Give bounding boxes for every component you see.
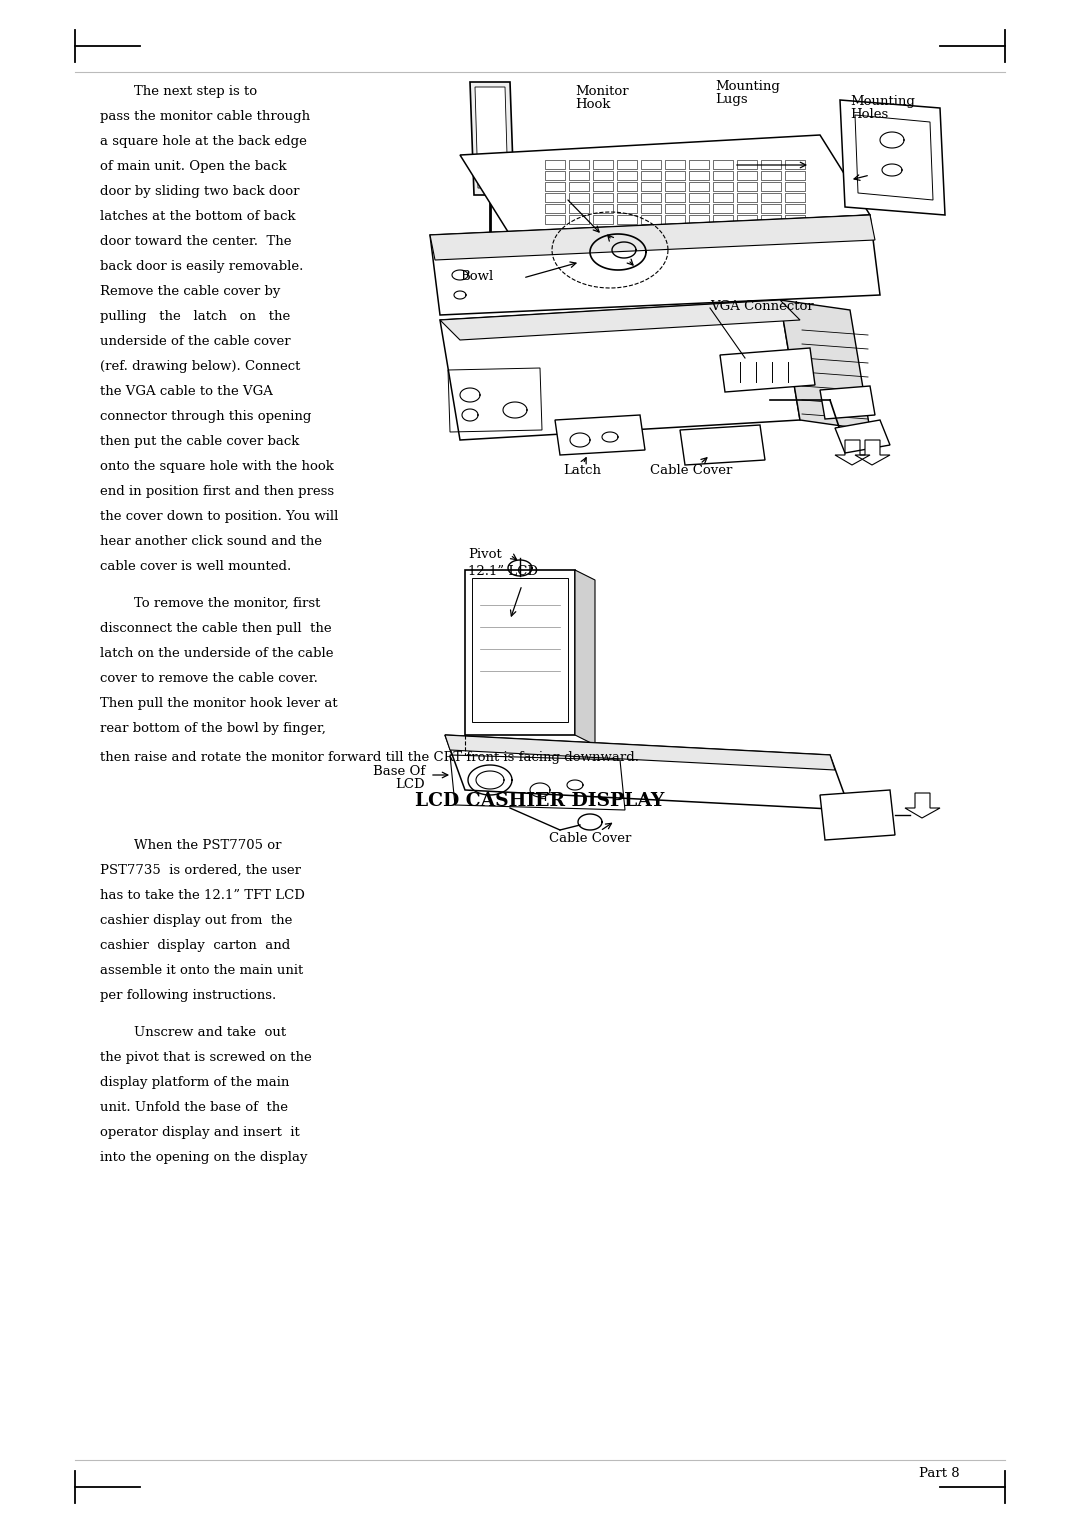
Polygon shape <box>460 262 519 285</box>
Text: Unscrew and take  out: Unscrew and take out <box>100 1026 286 1039</box>
Text: connector through this opening: connector through this opening <box>100 409 311 423</box>
Polygon shape <box>575 570 595 745</box>
Polygon shape <box>840 100 945 215</box>
Text: then put the cable cover back: then put the cable cover back <box>100 435 299 448</box>
Text: To remove the monitor, first: To remove the monitor, first <box>100 596 321 610</box>
Text: the cover down to position. You will: the cover down to position. You will <box>100 510 338 523</box>
Text: latches at the bottom of back: latches at the bottom of back <box>100 210 296 222</box>
Text: Then pull the monitor hook lever at: Then pull the monitor hook lever at <box>100 698 338 710</box>
Text: underside of the cable cover: underside of the cable cover <box>100 336 291 348</box>
Text: 12.1” LCD: 12.1” LCD <box>468 566 538 578</box>
Text: The next step is to: The next step is to <box>100 84 257 98</box>
Text: Holes: Holes <box>850 107 888 121</box>
Text: assemble it onto the main unit: assemble it onto the main unit <box>100 964 303 977</box>
Text: Part 8: Part 8 <box>919 1467 960 1479</box>
Text: Monitor: Monitor <box>575 84 629 98</box>
Text: cable cover is well mounted.: cable cover is well mounted. <box>100 560 292 573</box>
Polygon shape <box>445 734 850 809</box>
Text: Cable Cover: Cable Cover <box>549 832 631 845</box>
Text: VGA Connector: VGA Connector <box>710 300 813 313</box>
Text: Pivot: Pivot <box>468 547 502 561</box>
Text: of main unit. Open the back: of main unit. Open the back <box>100 159 286 173</box>
Text: door toward the center.  The: door toward the center. The <box>100 235 292 248</box>
Text: PST7735  is ordered, the user: PST7735 is ordered, the user <box>100 865 301 877</box>
Text: Lugs: Lugs <box>715 94 747 106</box>
Polygon shape <box>820 386 875 419</box>
Polygon shape <box>555 415 645 455</box>
Text: into the opening on the display: into the opening on the display <box>100 1151 308 1164</box>
Text: the pivot that is screwed on the: the pivot that is screwed on the <box>100 1052 312 1064</box>
Polygon shape <box>855 440 890 464</box>
Polygon shape <box>680 425 765 464</box>
Polygon shape <box>835 420 890 452</box>
Text: operator display and insert  it: operator display and insert it <box>100 1127 300 1139</box>
Polygon shape <box>905 793 940 819</box>
Text: Hook: Hook <box>575 98 610 110</box>
Text: a square hole at the back edge: a square hole at the back edge <box>100 135 307 149</box>
Text: disconnect the cable then pull  the: disconnect the cable then pull the <box>100 622 332 635</box>
Text: hear another click sound and the: hear another click sound and the <box>100 535 322 547</box>
Text: Bowl: Bowl <box>460 270 494 284</box>
Text: end in position first and then press: end in position first and then press <box>100 484 334 498</box>
Text: LCD: LCD <box>395 779 426 791</box>
Text: Remove the cable cover by: Remove the cable cover by <box>100 285 281 297</box>
Text: onto the square hole with the hook: onto the square hole with the hook <box>100 460 334 474</box>
Text: rear bottom of the bowl by finger,: rear bottom of the bowl by finger, <box>100 722 326 734</box>
Text: has to take the 12.1” TFT LCD: has to take the 12.1” TFT LCD <box>100 889 305 901</box>
Polygon shape <box>430 215 880 314</box>
Polygon shape <box>470 81 514 195</box>
Text: Mounting: Mounting <box>850 95 915 107</box>
Polygon shape <box>445 734 835 770</box>
Polygon shape <box>720 348 815 392</box>
Text: latch on the underside of the cable: latch on the underside of the cable <box>100 647 334 661</box>
Text: per following instructions.: per following instructions. <box>100 989 276 1003</box>
Text: (ref. drawing below). Connect: (ref. drawing below). Connect <box>100 360 300 373</box>
Text: pulling   the   latch   on   the: pulling the latch on the <box>100 310 291 323</box>
Text: back door is easily removable.: back door is easily removable. <box>100 261 303 273</box>
Text: door by sliding two back door: door by sliding two back door <box>100 185 299 198</box>
Text: When the PST7705 or: When the PST7705 or <box>100 839 282 852</box>
Text: the VGA cable to the VGA: the VGA cable to the VGA <box>100 385 273 399</box>
Text: pass the monitor cable through: pass the monitor cable through <box>100 110 310 123</box>
Polygon shape <box>820 789 895 840</box>
Text: cashier display out from  the: cashier display out from the <box>100 914 293 927</box>
Text: LCD CASHIER DISPLAY: LCD CASHIER DISPLAY <box>416 793 664 809</box>
Text: Latch: Latch <box>563 464 600 477</box>
Text: cover to remove the cable cover.: cover to remove the cable cover. <box>100 671 318 685</box>
Text: display platform of the main: display platform of the main <box>100 1076 289 1088</box>
Text: Cable Cover: Cable Cover <box>650 464 732 477</box>
Polygon shape <box>460 135 870 235</box>
Text: cashier  display  carton  and: cashier display carton and <box>100 940 291 952</box>
Text: Mounting: Mounting <box>715 80 780 94</box>
Polygon shape <box>440 300 800 340</box>
Polygon shape <box>440 300 800 440</box>
Text: unit. Unfold the base of  the: unit. Unfold the base of the <box>100 1101 288 1114</box>
Polygon shape <box>475 87 508 189</box>
Text: Base Of: Base Of <box>373 765 426 779</box>
Polygon shape <box>780 300 870 429</box>
Polygon shape <box>465 570 575 734</box>
Text: then raise and rotate the monitor forward till the CRT front is facing downward.: then raise and rotate the monitor forwar… <box>100 751 639 763</box>
Polygon shape <box>430 215 875 261</box>
